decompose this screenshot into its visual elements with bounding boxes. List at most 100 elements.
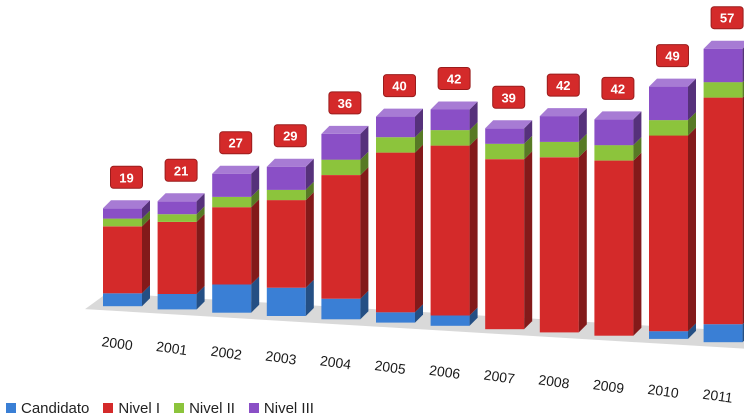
legend-swatch-candidato bbox=[6, 403, 16, 413]
segment-front bbox=[103, 218, 142, 227]
legend-label-nivel-ii: Nivel II bbox=[189, 399, 235, 417]
segment-front bbox=[266, 166, 306, 190]
total-label-box bbox=[710, 6, 744, 30]
segment-side bbox=[360, 167, 369, 299]
segment-candidato-2004 bbox=[321, 290, 369, 320]
segment-candidato-2005 bbox=[376, 304, 423, 323]
x-tick-2005: 2005 bbox=[374, 357, 407, 377]
x-tick-2000: 2000 bbox=[101, 333, 134, 353]
total-labels: 19 21 27 29 36 40 42 39 42 42 49 57 bbox=[110, 6, 744, 189]
total-label-2002: 27 bbox=[219, 131, 253, 155]
segment-nivel-ii-2008 bbox=[539, 133, 587, 158]
x-tick-2002: 2002 bbox=[210, 343, 243, 363]
segment-side bbox=[469, 101, 478, 131]
total-label-2008: 42 bbox=[546, 73, 580, 97]
bar-top-face bbox=[430, 101, 478, 110]
segment-side bbox=[360, 125, 369, 160]
segment-nivel-ii-2002 bbox=[212, 188, 260, 208]
segment-nivel-iii-2004 bbox=[321, 125, 369, 160]
segment-front bbox=[103, 208, 142, 219]
segment-side bbox=[142, 200, 150, 219]
segment-side bbox=[142, 210, 150, 227]
segment-side bbox=[251, 199, 260, 285]
segment-front bbox=[376, 312, 415, 323]
segment-front bbox=[539, 141, 579, 158]
segment-nivel-iii-2008 bbox=[539, 108, 587, 142]
segment-front bbox=[212, 196, 252, 208]
segment-nivel-i-2008 bbox=[539, 149, 587, 333]
segment-front bbox=[430, 109, 470, 131]
legend-item-nivel-iii: Nivel III bbox=[248, 399, 314, 417]
segment-front bbox=[266, 287, 306, 316]
legend-swatch-nivel-ii bbox=[174, 403, 185, 413]
total-label-2006: 42 bbox=[437, 67, 471, 90]
segment-side bbox=[578, 149, 587, 333]
total-label-text: 21 bbox=[174, 163, 188, 178]
x-tick-2001: 2001 bbox=[155, 338, 188, 358]
segment-side bbox=[251, 188, 260, 208]
segment-nivel-ii-2006 bbox=[430, 122, 478, 146]
bar-top-face bbox=[703, 40, 744, 49]
x-tick-2007: 2007 bbox=[483, 367, 516, 387]
segment-nivel-iii-2006 bbox=[430, 101, 478, 131]
segment-side bbox=[633, 111, 642, 146]
bar-top-face bbox=[157, 193, 205, 202]
segment-side bbox=[305, 192, 314, 288]
segment-front bbox=[157, 221, 197, 294]
total-label-text: 19 bbox=[119, 170, 133, 185]
segment-front bbox=[594, 160, 634, 336]
bar-top-face bbox=[266, 158, 314, 167]
x-axis-tick-labels: 2000 2001 2002 2003 2004 2005 2006 2007 2008 2009… bbox=[101, 333, 734, 406]
segment-side bbox=[469, 307, 478, 326]
segment-nivel-i-2004 bbox=[321, 167, 369, 299]
segment-nivel-ii-2004 bbox=[321, 151, 369, 176]
segment-front bbox=[485, 128, 525, 144]
segment-front bbox=[321, 175, 361, 299]
segment-front bbox=[376, 116, 415, 138]
bar-top-face bbox=[649, 78, 696, 87]
segment-nivel-i-2011 bbox=[703, 96, 744, 325]
segment-front bbox=[703, 82, 743, 98]
total-label-2007: 39 bbox=[492, 85, 526, 109]
total-label-2001: 21 bbox=[164, 158, 198, 182]
segment-front bbox=[539, 157, 579, 333]
legend-label-nivel-iii: Nivel III bbox=[263, 399, 314, 417]
segment-front bbox=[430, 145, 470, 316]
total-label-text: 39 bbox=[501, 90, 515, 105]
legend-label-candidato: Candidato bbox=[21, 399, 90, 417]
segment-side bbox=[688, 127, 696, 332]
bar-2001 bbox=[157, 193, 205, 310]
total-label-box bbox=[546, 73, 580, 97]
segment-front bbox=[485, 143, 525, 160]
segment-front bbox=[212, 173, 252, 197]
segment-front bbox=[212, 207, 252, 285]
segment-front bbox=[266, 200, 306, 288]
x-tick-2006: 2006 bbox=[428, 362, 461, 382]
segment-nivel-i-2006 bbox=[430, 137, 478, 316]
segment-side bbox=[469, 137, 478, 316]
segment-side bbox=[688, 112, 696, 136]
segment-front bbox=[212, 284, 252, 313]
bar-2003 bbox=[266, 158, 314, 316]
bar-top-face bbox=[103, 200, 150, 209]
segment-side bbox=[196, 286, 205, 310]
segment-side bbox=[196, 193, 205, 215]
segment-front bbox=[430, 315, 470, 326]
segment-front bbox=[703, 97, 743, 325]
segment-nivel-iii-2007 bbox=[485, 120, 533, 144]
x-tick-2004: 2004 bbox=[319, 352, 352, 372]
segment-nivel-iii-2005 bbox=[376, 108, 423, 138]
bar-2011 bbox=[703, 40, 744, 343]
segment-side bbox=[142, 285, 150, 307]
segment-nivel-i-2007 bbox=[485, 151, 533, 330]
bar-top-face bbox=[594, 111, 642, 120]
segment-candidato-2003 bbox=[266, 279, 314, 316]
segment-front bbox=[539, 116, 579, 142]
total-label-box bbox=[492, 85, 526, 109]
segment-nivel-iii-2002 bbox=[212, 165, 260, 197]
segment-side bbox=[415, 108, 423, 138]
segment-side bbox=[633, 137, 642, 161]
total-label-box bbox=[328, 91, 362, 115]
segment-side bbox=[578, 133, 587, 158]
